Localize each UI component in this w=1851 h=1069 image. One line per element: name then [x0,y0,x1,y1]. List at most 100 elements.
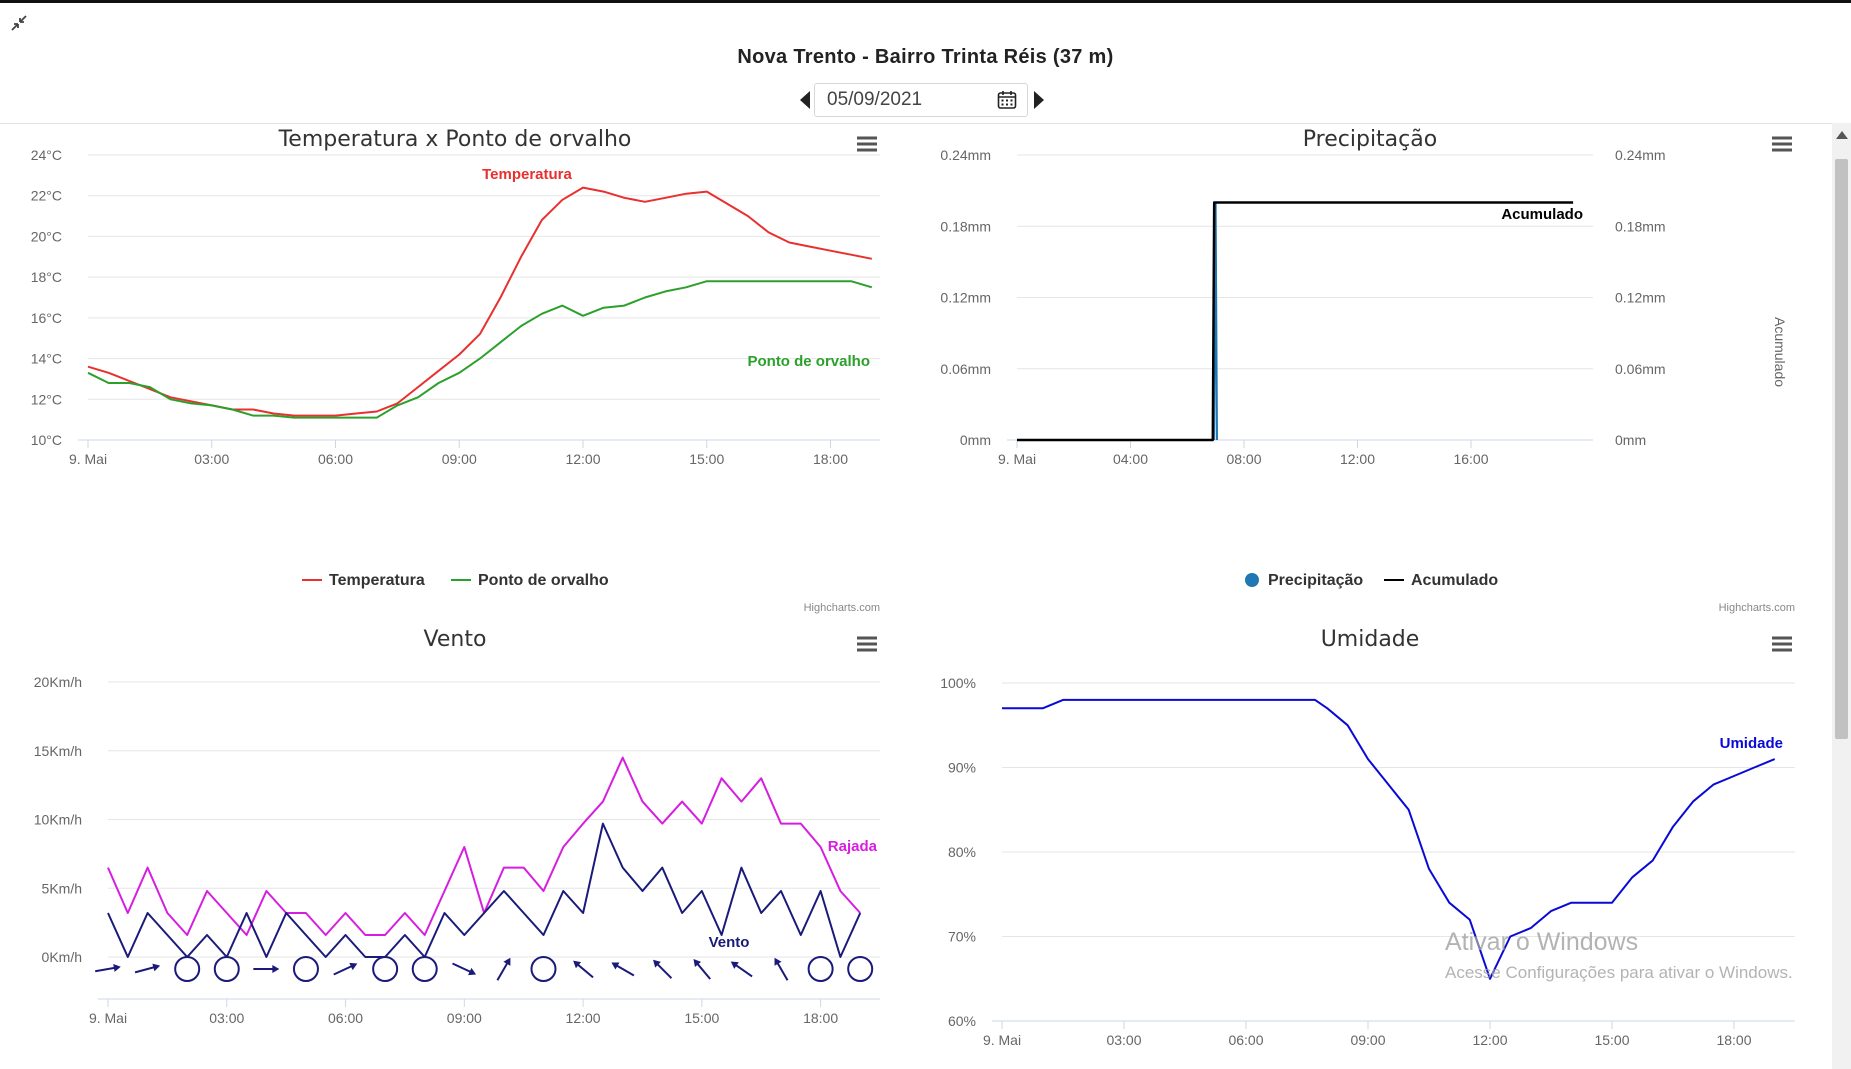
x-tick-label: 12:00 [1472,1032,1507,1048]
x-tick-label: 06:00 [318,451,353,467]
acumulado-axis-title: Acumulado [1772,317,1788,387]
collapse-icon[interactable] [8,12,30,34]
wind-direction-arrow-icon [95,964,121,973]
x-tick-label: 9. Mai [998,451,1036,467]
wind-direction-arrow-icon [693,959,711,980]
wind-chart-title: Vento [424,627,487,652]
wind-chart-menu-icon[interactable] [855,634,879,656]
calendar-icon[interactable] [997,90,1017,110]
legend-item-temperatura[interactable]: Temperatura [302,572,425,589]
humidity-chart-panel: Umidade 60% 70% 80% 90% 100% 9. Mai 03:00 06:00… [915,624,1815,1069]
x-tick-label: 15:00 [689,451,724,467]
y2-tick-label: 0.12mm [1615,290,1666,306]
x-tick-label: 06:00 [328,1010,363,1026]
y-tick-label: 15Km/h [34,743,82,759]
legend-label-acumulado: Acumulado [1411,572,1498,589]
temperature-chart-menu-icon[interactable] [855,134,879,156]
arrow-head [653,959,661,968]
series-line-acumulado [1017,201,1574,442]
legend-item-acumulado[interactable]: Acumulado [1384,572,1498,589]
wind-direction-arrow-icon [333,962,358,976]
next-day-icon[interactable] [1034,91,1044,109]
y-tick-label: 10°C [31,432,62,448]
wind-direction-arrow-icon [496,957,511,981]
precipitation-legend: Precipitação Acumulado [1245,572,1498,589]
precipitation-chart-menu-icon[interactable] [1770,134,1794,156]
series-label-vento: Vento [709,934,750,951]
y-tick-label: 60% [948,1013,976,1029]
series-label-temperatura: Temperatura [482,166,572,183]
scrollbar-thumb[interactable] [1835,159,1848,739]
temperature-chart-title: Temperatura x Ponto de orvalho [278,127,632,152]
y-tick-label: 0.18mm [940,218,991,234]
wind-direction-arrow-icon [134,963,161,974]
x-tick-label: 03:00 [1106,1032,1141,1048]
wind-calm-icon [372,956,399,982]
y-tick-label: 100% [940,675,976,691]
y-tick-label: 0.06mm [940,361,991,377]
legend-label-temperatura: Temperatura [329,572,425,589]
y2-tick-label: 0.24mm [1615,147,1666,163]
date-navigation [800,82,1044,118]
wind-calm-icon [530,956,557,982]
y-tick-label: 16°C [31,310,62,326]
legend-item-precipitacao[interactable]: Precipitação [1245,572,1363,589]
series-line-rajada [107,756,861,936]
series-label-rajada: Rajada [828,838,878,855]
legend-item-ponto-de-orvalho[interactable]: Ponto de orvalho [451,572,609,589]
x-tick-label: 18:00 [803,1010,838,1026]
date-picker[interactable] [814,83,1028,117]
x-tick-label: 12:00 [566,1010,601,1026]
x-tick-label: 09:00 [442,451,477,467]
highcharts-credits[interactable]: Highcharts.com [804,602,880,614]
vertical-scrollbar[interactable] [1832,123,1851,1069]
x-tick-label: 9. Mai [89,1010,127,1026]
y-tick-label: 0Km/h [42,949,82,965]
y-tick-label: 0.24mm [940,147,991,163]
series-label-umidade: Umidade [1720,735,1783,752]
wind-direction-arrow-icon [452,962,477,976]
wind-direction-arrow-icon [653,959,673,979]
y-tick-label: 24°C [31,147,62,163]
precipitation-chart-panel: Precipitação 0mm 0mm 0.06mm 0.06mm 0.12mm 0.1… [915,124,1815,619]
arrow-head [272,965,280,973]
y-tick-label: 22°C [31,188,62,204]
x-tick-label: 04:00 [1113,451,1148,467]
station-title: Nova Trento - Bairro Trinta Réis (37 m) [737,46,1114,68]
series-line-vento [107,822,862,958]
arrow-head [113,964,121,972]
temperature-legend: Temperatura Ponto de orvalho [302,572,609,589]
x-tick-label: 16:00 [1453,451,1488,467]
x-tick-label: 18:00 [813,451,848,467]
arrow-head [730,961,739,969]
wind-direction-arrow-icon [774,957,789,981]
precipitation-chart: Precipitação 0mm 0mm 0.06mm 0.06mm 0.12mm 0.1… [940,127,1795,614]
wind-calm-icon [213,956,240,982]
y-tick-label: 10Km/h [34,812,82,828]
arrow-head [468,967,477,976]
humidity-chart: Umidade 60% 70% 80% 90% 100% 9. Mai 03:00 06:00… [940,627,1795,1048]
scroll-up-icon[interactable] [1836,131,1848,139]
x-tick-label: 9. Mai [983,1032,1021,1048]
wind-calm-icon [411,956,438,982]
previous-day-icon[interactable] [800,91,810,109]
wind-chart-panel: Vento 0Km/h 5Km/h 10Km/h 15Km/h 20Km/h 9. Mai… [0,624,900,1069]
window-top-border [0,0,1851,3]
date-input[interactable] [825,88,979,112]
precipitation-chart-title: Precipitação [1303,127,1437,152]
wind-chart: Vento 0Km/h 5Km/h 10Km/h 15Km/h 20Km/h 9. Mai… [34,627,880,1026]
humidity-chart-menu-icon[interactable] [1770,634,1794,656]
series-line-ponto-de-orvalho [87,280,873,419]
wind-direction-arrow-icon [573,960,594,979]
y2-tick-label: 0mm [1615,432,1646,448]
series-line-temperatura [87,186,872,417]
series-label-acumulado: Acumulado [1501,206,1583,223]
highcharts-credits-precip[interactable]: Highcharts.com [1719,602,1795,614]
x-tick-label: 08:00 [1226,451,1261,467]
y-tick-label: 0.12mm [940,290,991,306]
x-tick-label: 12:00 [1340,451,1375,467]
humidity-chart-title: Umidade [1321,627,1420,652]
y2-tick-label: 0.18mm [1615,218,1666,234]
y-tick-label: 70% [948,929,976,945]
header-separator [0,123,1832,124]
